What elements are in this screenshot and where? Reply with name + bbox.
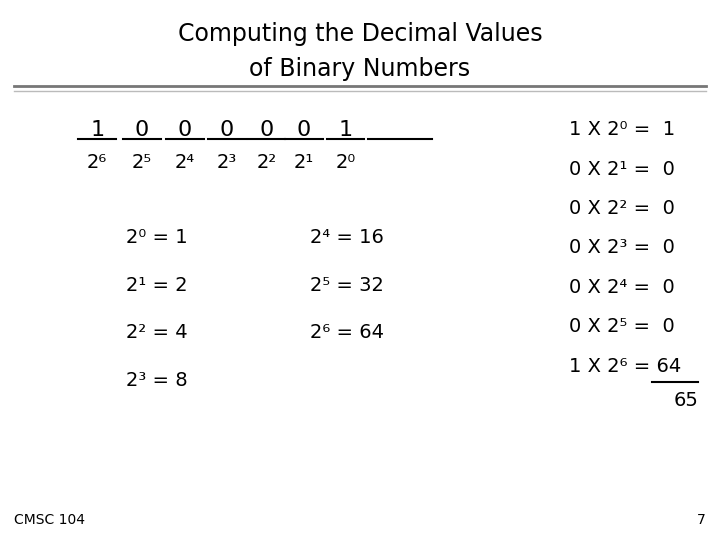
Text: 1 X 2⁶ = 64: 1 X 2⁶ = 64 (569, 356, 681, 376)
Text: 65: 65 (673, 390, 698, 410)
Text: 0 X 2³ =  0: 0 X 2³ = 0 (569, 238, 675, 258)
Text: 0 X 2² =  0: 0 X 2² = 0 (569, 199, 675, 218)
Text: 0: 0 (259, 119, 274, 140)
Text: 2⁶: 2⁶ (87, 152, 107, 172)
Text: 2⁶ = 64: 2⁶ = 64 (310, 323, 384, 342)
Text: 0 X 2¹ =  0: 0 X 2¹ = 0 (569, 159, 675, 179)
Text: 1: 1 (90, 119, 104, 140)
Text: 1: 1 (338, 119, 353, 140)
Text: 2¹ = 2: 2¹ = 2 (126, 275, 188, 295)
Text: 0: 0 (297, 119, 311, 140)
Text: 2² = 4: 2² = 4 (126, 323, 188, 342)
Text: 2³: 2³ (217, 152, 237, 172)
Text: 7: 7 (697, 512, 706, 526)
Text: 0 X 2⁴ =  0: 0 X 2⁴ = 0 (569, 278, 675, 297)
Text: 2⁵ = 32: 2⁵ = 32 (310, 275, 384, 295)
Text: 2⁰: 2⁰ (336, 152, 356, 172)
Text: 2¹: 2¹ (294, 152, 314, 172)
Text: 0 X 2⁵ =  0: 0 X 2⁵ = 0 (569, 317, 675, 336)
Text: 2³ = 8: 2³ = 8 (126, 370, 188, 390)
Text: 2²: 2² (256, 152, 276, 172)
Text: 2⁴ = 16: 2⁴ = 16 (310, 228, 384, 247)
Text: of Binary Numbers: of Binary Numbers (249, 57, 471, 80)
Text: 2⁴: 2⁴ (175, 152, 195, 172)
Text: 0: 0 (178, 119, 192, 140)
Text: 0: 0 (135, 119, 149, 140)
Text: 1 X 2⁰ =  1: 1 X 2⁰ = 1 (569, 120, 675, 139)
Text: Computing the Decimal Values: Computing the Decimal Values (178, 22, 542, 45)
Text: 2⁰ = 1: 2⁰ = 1 (126, 228, 188, 247)
Text: CMSC 104: CMSC 104 (14, 512, 86, 526)
Text: 0: 0 (220, 119, 234, 140)
Text: 2⁵: 2⁵ (132, 152, 152, 172)
